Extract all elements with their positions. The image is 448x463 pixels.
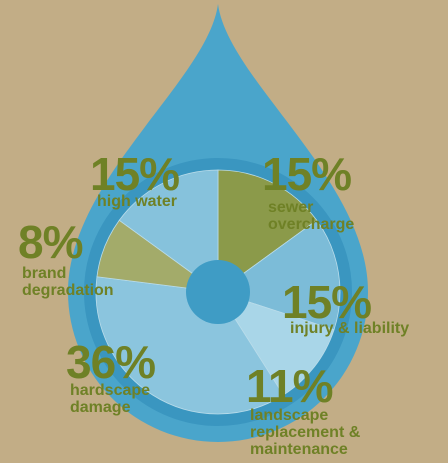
label-line: overcharge — [268, 216, 354, 233]
category-label: landscape replacement & maintenance — [250, 407, 361, 458]
category-label: high water — [97, 193, 177, 210]
percent-label: 15% — [282, 276, 371, 328]
pie-slice — [118, 169, 219, 293]
label-line: damage — [70, 399, 131, 416]
label-line: replacement & — [250, 424, 361, 441]
label-line: sewer — [268, 199, 313, 216]
percent-label: 36% — [66, 336, 155, 388]
pie-center — [186, 260, 250, 324]
label-line: brand — [22, 265, 66, 282]
pie-slice — [217, 169, 318, 293]
pie-slice — [95, 276, 284, 415]
category-label: brand degradation — [22, 265, 114, 299]
pie-slice — [217, 219, 341, 331]
category-label: sewer overcharge — [268, 199, 354, 233]
category-label: hardscape damage — [70, 382, 150, 416]
label-line: hardscape — [70, 382, 150, 399]
percent-label: 11% — [246, 360, 333, 412]
pie-slice — [217, 291, 335, 396]
percent-label: 15% — [262, 148, 351, 200]
category-label: injury & liability — [290, 320, 409, 337]
pie — [95, 169, 341, 415]
label-line: landscape — [250, 407, 328, 424]
percent-label: 8% — [18, 216, 83, 268]
drop-ring — [84, 158, 352, 426]
label-line: degradation — [22, 282, 114, 299]
label-line: maintenance — [250, 441, 348, 458]
percent-label: 15% — [90, 148, 179, 200]
